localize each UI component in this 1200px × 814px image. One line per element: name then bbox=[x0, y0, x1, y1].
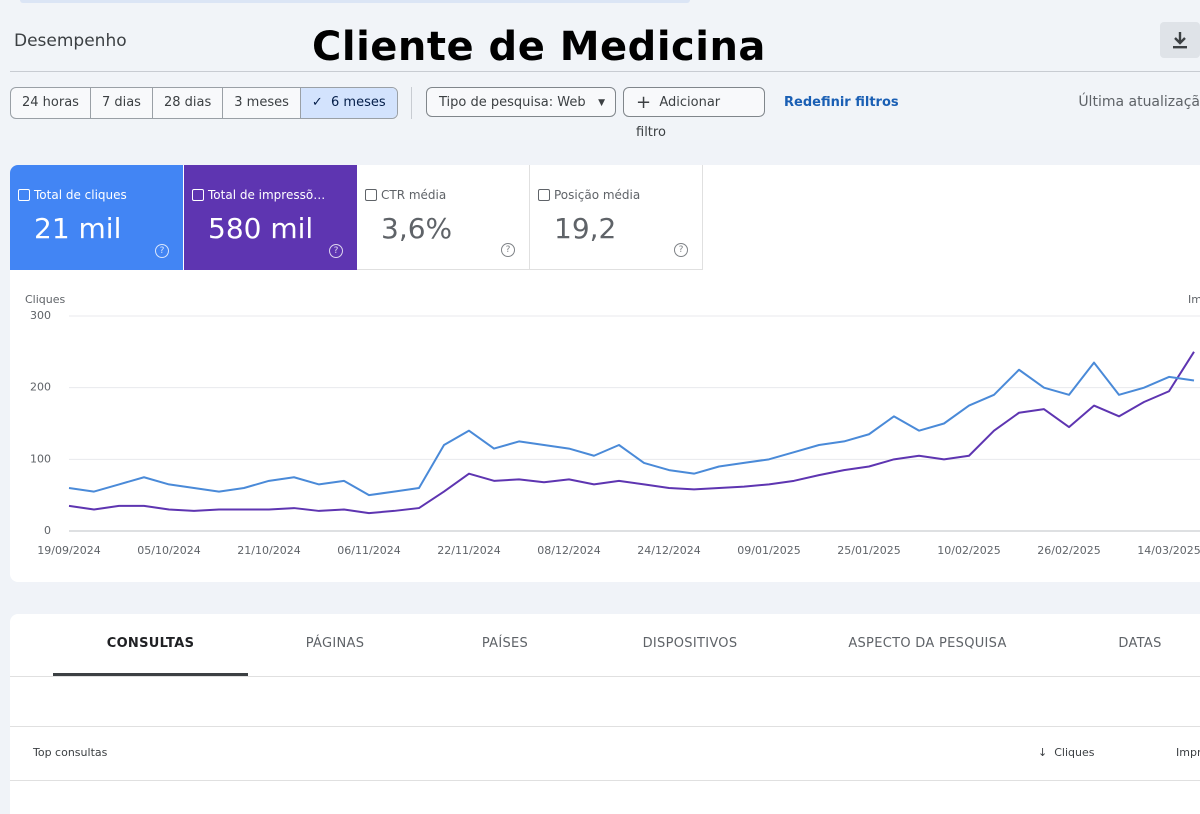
tab[interactable]: DISPOSITIVOS bbox=[642, 636, 738, 651]
date-option-selected[interactable]: ✓ 6 meses bbox=[299, 88, 397, 118]
column-header[interactable]: ↓ Cliques bbox=[1038, 746, 1094, 759]
y2-axis-label: Im bbox=[1188, 293, 1200, 306]
help-icon: ? bbox=[501, 243, 515, 257]
series-line bbox=[68, 351, 1195, 515]
y-tick-label: 200 bbox=[30, 381, 51, 394]
tab[interactable]: CONSULTAS bbox=[106, 636, 195, 651]
y-tick-label: 300 bbox=[30, 309, 51, 322]
overlay-title: Cliente de Medicina bbox=[312, 24, 766, 70]
tab-indicator bbox=[53, 673, 248, 676]
x-tick-label: 06/11/2024 bbox=[337, 544, 400, 557]
tab[interactable]: PAÍSES bbox=[481, 636, 529, 651]
metric-card[interactable]: CTR média 3,6%? bbox=[357, 165, 530, 270]
tab[interactable]: DATAS bbox=[1118, 636, 1162, 651]
column-header-label: Cliques bbox=[1054, 746, 1095, 759]
x-tick-label: 09/01/2025 bbox=[737, 544, 800, 557]
reset-filters-link[interactable]: Redefinir filtros bbox=[784, 95, 899, 110]
download-button[interactable] bbox=[1160, 22, 1200, 58]
separator bbox=[411, 87, 412, 119]
date-option[interactable]: 28 dias bbox=[151, 88, 222, 118]
x-tick-label: 10/02/2025 bbox=[937, 544, 1000, 557]
y-tick-label: 0 bbox=[44, 524, 51, 537]
date-option-label: 6 meses bbox=[331, 95, 386, 110]
date-option[interactable]: 3 meses bbox=[222, 88, 300, 118]
divider bbox=[10, 676, 1200, 677]
metric-card[interactable]: Total de cliques 21 mil? bbox=[10, 165, 183, 270]
divider bbox=[10, 726, 1200, 727]
metric-label: Total de impressõ… bbox=[208, 188, 326, 202]
metric-value: 3,6% bbox=[381, 212, 453, 245]
metric-card[interactable]: Total de impressõ… 580 mil? bbox=[184, 165, 357, 270]
column-header: Top consultas bbox=[33, 746, 108, 759]
last-update: Última atualizaçã bbox=[1078, 94, 1200, 110]
metric-value: 21 mil bbox=[34, 212, 122, 245]
x-tick-label: 24/12/2024 bbox=[637, 544, 700, 557]
x-tick-label: 14/03/2025 bbox=[1137, 544, 1200, 557]
metric-label: Posição média bbox=[554, 188, 641, 202]
download-icon bbox=[1173, 32, 1187, 49]
plus-icon: + bbox=[636, 92, 652, 113]
chart: Cliques Im 0 100 200 300 19/09/2024 05/10/202… bbox=[25, 293, 1200, 557]
add-filter-button[interactable]: + Adicionar filtro bbox=[623, 87, 765, 140]
tab[interactable]: ASPECTO DA PESQUISA bbox=[848, 636, 1007, 651]
metric-value: 19,2 bbox=[554, 212, 617, 245]
x-tick-label: 19/09/2024 bbox=[37, 544, 100, 557]
x-tick-label: 21/10/2024 bbox=[237, 544, 300, 557]
search-type-label: Tipo de pesquisa: Web bbox=[439, 95, 586, 110]
y-axis-label: Cliques bbox=[25, 293, 66, 306]
metric-value: 580 mil bbox=[208, 212, 314, 245]
x-tick-label: 05/10/2024 bbox=[137, 544, 200, 557]
series-line bbox=[68, 361, 1195, 497]
help-icon: ? bbox=[329, 244, 343, 258]
checkbox bbox=[18, 189, 30, 201]
sort-arrow: ↓ bbox=[1038, 746, 1055, 759]
section-title: Desempenho bbox=[14, 31, 127, 51]
x-tick-label: 26/02/2025 bbox=[1037, 544, 1100, 557]
check: ✓ bbox=[311, 95, 332, 110]
metric-label: Total de cliques bbox=[34, 188, 127, 202]
search-bar-edge bbox=[20, 0, 690, 3]
x-tick-label: 25/01/2025 bbox=[837, 544, 900, 557]
divider bbox=[10, 71, 1200, 72]
tab[interactable]: PÁGINAS bbox=[305, 636, 365, 651]
column-header: Impr bbox=[1176, 746, 1200, 759]
date-option[interactable]: 7 dias bbox=[89, 88, 152, 118]
y-tick-label: 100 bbox=[30, 452, 51, 465]
metric-label: CTR média bbox=[381, 188, 447, 202]
help-icon: ? bbox=[674, 243, 688, 257]
date-option[interactable]: 24 horas bbox=[22, 95, 79, 110]
x-tick-label: 08/12/2024 bbox=[537, 544, 600, 557]
date-range-selector: 24 horas 7 dias 28 dias 3 meses ✓ 6 mese… bbox=[10, 87, 398, 119]
checkbox bbox=[365, 189, 377, 201]
divider bbox=[10, 780, 1200, 781]
help-icon: ? bbox=[155, 244, 169, 258]
search-type-button[interactable]: Tipo de pesquisa: Web ▼ bbox=[426, 87, 616, 117]
add-filter-label: Adicionar filtro bbox=[636, 95, 721, 140]
metric-card[interactable]: Posição média 19,2? bbox=[530, 165, 703, 270]
dropdown-arrow: ▼ bbox=[598, 98, 605, 108]
checkbox bbox=[538, 189, 550, 201]
checkbox bbox=[192, 189, 204, 201]
x-tick-label: 22/11/2024 bbox=[437, 544, 500, 557]
top-area bbox=[0, 0, 1200, 140]
